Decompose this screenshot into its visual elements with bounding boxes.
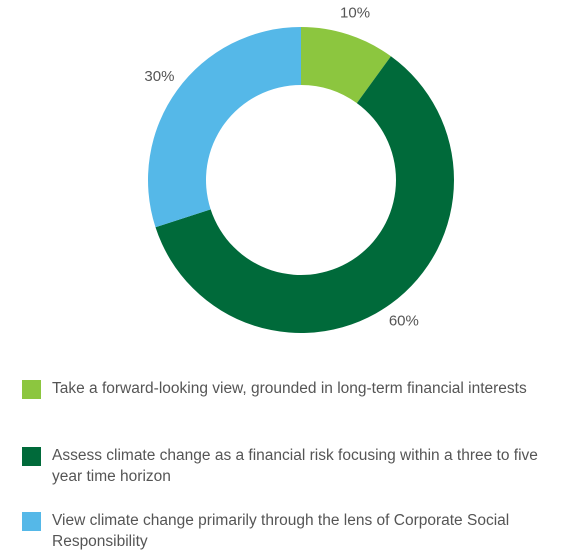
legend-swatch xyxy=(22,380,41,399)
legend-swatch xyxy=(22,447,41,466)
slice xyxy=(155,56,455,334)
legend-entry: View climate change primarily through th… xyxy=(22,510,552,552)
legend-label: Take a forward-looking view, grounded in… xyxy=(52,380,527,397)
legend-label: Assess climate change as a financial ris… xyxy=(52,447,538,485)
legend-swatch xyxy=(22,512,41,531)
slice xyxy=(301,27,391,104)
legend-entry: Assess climate change as a financial ris… xyxy=(22,445,552,487)
value-label: 30% xyxy=(144,68,174,85)
slice xyxy=(147,27,301,228)
value-label: 10% xyxy=(340,5,370,22)
legend-entry: Take a forward-looking view, grounded in… xyxy=(22,378,552,399)
legend-label: View climate change primarily through th… xyxy=(52,512,510,550)
chart: 10% 60% 30% xyxy=(144,5,455,334)
value-label: 60% xyxy=(389,313,419,330)
